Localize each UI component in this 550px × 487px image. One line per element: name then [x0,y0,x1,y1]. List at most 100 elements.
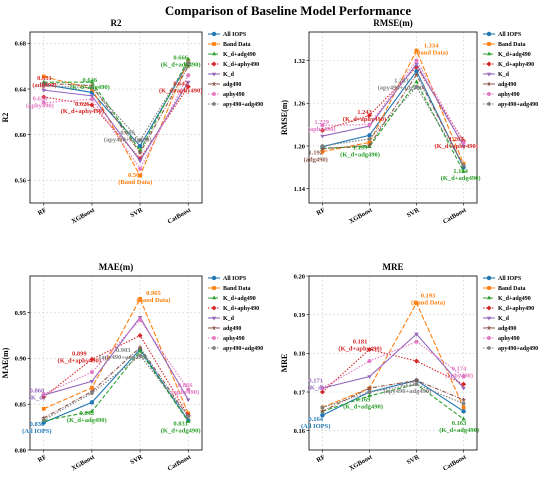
data-point [320,413,325,418]
annotation-label: (K_d+adg490) [161,61,201,68]
legend-entry: Band Data [498,286,526,292]
data-point [461,416,466,421]
legend-entry: adg490 [223,326,241,332]
annotation-value: 0.830 [30,421,45,428]
chart-title: R2 [111,18,122,28]
annotation-value: 1.164 [453,168,468,175]
legend-marker [486,275,492,281]
series-line-4 [322,333,464,389]
data-point [414,58,419,63]
data-point [185,63,191,69]
legend-entry: K_d [223,72,235,78]
annotation-label: (aphy490) [308,126,336,133]
series-line-0 [43,348,189,424]
data-point [138,297,142,301]
data-point [186,80,191,85]
data-point [41,392,46,397]
chart-panel-1: RMSE(m) RMSE(m) 1.14 1.20 1.26 1.32 RF XGBoost S… [280,18,538,226]
data-point [89,356,95,362]
data-point [89,94,95,99]
data-point [413,358,420,364]
annotation-value: 0.172 [400,381,415,388]
data-point [461,409,466,414]
data-point [186,413,191,418]
annotation-value: 0.965 [146,290,161,297]
legend-entry: K_d [498,72,510,78]
annotation-value: 1.283 [394,78,409,85]
legend-entry: apy490+adg490 [498,102,538,108]
annotation-value: 0.174 [452,366,467,373]
y-tick-label: 0.80 [15,447,26,454]
data-point [41,417,46,422]
legend-marker [211,275,217,281]
annotation-value: 0.163 [452,420,467,427]
annotation-label: (K_d) [308,384,324,391]
chart-panel-2: MAE(m) MAE(m) 0.80 0.85 0.90 0.95 RF XGBoost SVR… [1,262,263,473]
legend-entry: All IOPS [498,32,522,38]
series-line-5 [322,73,465,167]
annotation-value: 1.207 [449,136,464,143]
data-point [137,344,143,350]
data-point [137,348,143,353]
series-line-2 [322,80,465,172]
legend-marker [487,42,491,46]
data-point [414,84,419,89]
data-point [366,385,372,391]
data-point [89,85,95,90]
legend-entry: All IOPS [498,276,522,282]
series-line-7 [43,62,189,142]
data-point [186,387,191,392]
annotation-label: (apy490+adg490) [378,85,426,92]
annotation-value: 0.595 [120,130,135,137]
annotation-label: (K_d) [29,394,45,401]
series-line-7 [43,354,189,421]
data-point [186,60,191,65]
data-point [137,156,143,162]
data-point [320,143,325,148]
y-axis-label: R2 [1,113,10,123]
legend-entry: aphy490 [223,92,245,98]
data-point [461,144,466,149]
series-line-4 [43,81,189,162]
legend-entry: K_d+aphy490 [223,306,259,312]
legend-entry: K_d+adg490 [498,296,531,302]
annotation-value: 0.628 [33,95,48,102]
legend-entry: apy490+adg490 [223,346,263,352]
data-point [414,332,419,337]
series-line-5 [43,65,189,154]
y-axis-label: RMSE(m) [280,100,289,135]
annotation-value: 1.192 [308,150,323,157]
legend-marker [486,92,492,96]
legend-entry: K_d+aphy490 [498,306,534,312]
data-point [367,140,372,145]
annotation-value: 1.229 [314,119,329,126]
annotation-label: (aphy490) [171,389,199,396]
annotation-label: (K_d+adg490) [67,417,107,424]
annotation-label: (K_d+adg490) [343,404,383,411]
x-tick-label: SVR [129,454,144,467]
legend-entry: K_d+adg490 [223,52,256,58]
annotation-label: (aphy490) [26,102,54,109]
annotation-value: 0.831 [173,420,188,427]
x-tick-label: SVR [129,207,144,220]
data-point [319,146,325,151]
series-line-7 [322,383,464,408]
legend-entry: Band Data [223,42,251,48]
x-tick-label: CatBoost [442,453,468,472]
legend-marker [486,295,492,300]
annotation-value: 0.903 [116,347,131,354]
data-point [89,82,95,88]
legend-entry: K_d [223,316,235,322]
legend-marker [211,345,217,350]
data-point [414,301,419,305]
annotation-value: 0.866 [178,382,193,389]
x-tick-label: XGBoost [348,206,374,225]
annotation-value: 0.899 [72,351,87,358]
legend-entry: adg490 [498,82,516,88]
data-point [366,346,373,352]
x-tick-label: RF [37,454,48,464]
data-point [461,140,466,145]
y-tick-label: 0.60 [15,132,26,139]
annotation-value: 1.334 [424,43,439,50]
annotation-label: (apy490+adg490) [104,137,152,144]
